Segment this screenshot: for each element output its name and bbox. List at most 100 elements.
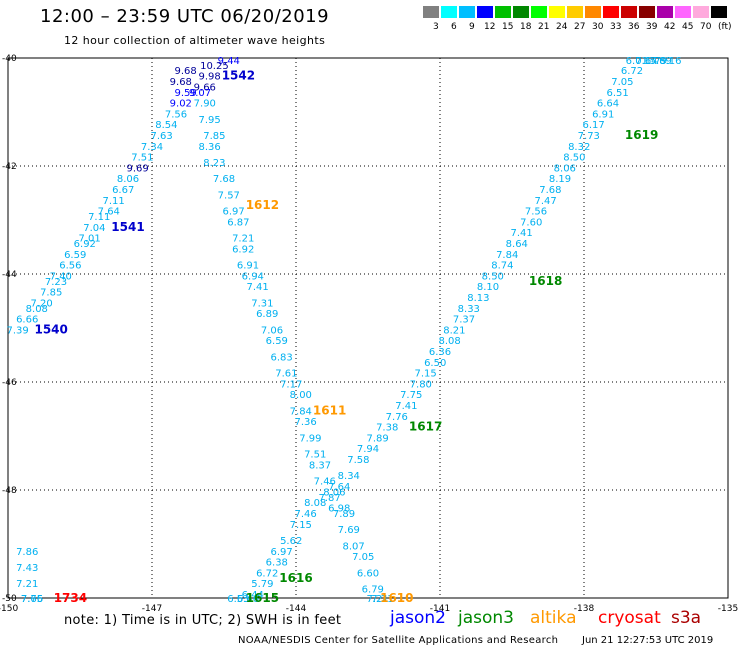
wave-height-label: 8.10 <box>477 282 499 293</box>
track-time-label: 1616 <box>279 571 312 585</box>
y-tick-label: -48 <box>2 486 17 496</box>
wave-height-label: 8.33 <box>458 304 480 315</box>
color-swatch <box>548 5 566 19</box>
wave-height-label: 6.91 <box>237 261 259 272</box>
wave-height-label: 7.69 <box>338 525 360 536</box>
wave-height-label: 8.06 <box>323 487 345 498</box>
track-time-label: 1619 <box>625 128 658 142</box>
wave-height-label: 7.14 <box>635 56 657 67</box>
wave-height-label: 8.36 <box>198 142 220 153</box>
wave-height-label: 7.34 <box>141 142 163 153</box>
wave-height-label: 6.83 <box>270 352 292 363</box>
color-scale-label: 30 <box>592 22 604 32</box>
wave-height-label: 6.72 <box>621 66 643 77</box>
color-swatch <box>584 5 602 19</box>
color-swatch <box>530 5 548 19</box>
color-scale-label: (ft) <box>718 22 732 32</box>
wave-height-label: 7.75 <box>400 390 422 401</box>
wave-height-label: 9.44 <box>218 56 240 67</box>
wave-height-label: 7.15 <box>290 520 312 531</box>
wave-height-label: 7.36 <box>294 417 316 428</box>
wave-height-label: 8.06 <box>117 174 139 185</box>
color-scale-label: 42 <box>664 22 676 32</box>
color-scale-label: 21 <box>538 22 550 32</box>
y-tick-label: -50 <box>2 594 17 604</box>
wave-height-label: 7.89 <box>366 433 388 444</box>
x-tick-label: -147 <box>142 604 162 614</box>
color-swatch <box>440 5 458 19</box>
color-scale-label: 9 <box>469 22 475 32</box>
wave-height-label: 7.40 <box>50 271 72 282</box>
wave-height-label: 6.64 <box>597 99 619 110</box>
wave-height-label: 7.63 <box>150 131 172 142</box>
legend-altika: altika <box>530 608 577 628</box>
wave-height-label: 9.66 <box>194 82 216 93</box>
color-swatch <box>674 5 692 19</box>
wave-height-label: 7.41 <box>246 282 268 293</box>
wave-height-label: 7.60 <box>520 217 542 228</box>
wave-height-label: 9.02 <box>170 99 192 110</box>
color-scale-label: 27 <box>574 22 586 32</box>
wave-height-label: 6.92 <box>232 244 254 255</box>
wave-height-label: 7.94 <box>357 444 379 455</box>
wave-height-label: 7.85 <box>203 131 225 142</box>
legend-s3a: s3a <box>671 608 702 628</box>
y-tick-label: -44 <box>2 270 17 280</box>
wave-height-label: 8.37 <box>309 460 331 471</box>
wave-height-label: 6.79 <box>645 56 667 67</box>
wave-height-label: 6.98 <box>328 504 350 515</box>
x-tick-label: -141 <box>430 604 450 614</box>
wave-height-label: 7.04 <box>83 223 105 234</box>
wave-height-label: 6.60 <box>357 568 379 579</box>
wave-height-label: 6.59 <box>266 336 288 347</box>
wave-height-label: 9.98 <box>198 72 220 83</box>
wave-height-label: 9.69 <box>126 163 148 174</box>
wave-height-label: 10.25 <box>200 61 229 72</box>
track-time-label: 1612 <box>246 198 279 212</box>
wave-height-label: 7.56 <box>165 109 187 120</box>
wave-height-label: 6.36 <box>429 347 451 358</box>
wave-height-label: 6.79 <box>362 585 384 596</box>
color-swatch <box>692 5 710 19</box>
wave-height-label: 6.89 <box>256 309 278 320</box>
wave-height-label: 8.08 <box>438 336 460 347</box>
wave-height-label: 7.90 <box>194 99 216 110</box>
track-time-label: 1542 <box>222 69 255 83</box>
wave-height-label: 9.68 <box>170 77 192 88</box>
wave-height-label: 7.21 <box>366 594 388 605</box>
wave-height-label: 7.05 <box>352 552 374 563</box>
wave-height-label: 6.50 <box>424 358 446 369</box>
track-time-label: 1734 <box>54 591 87 605</box>
wave-height-label: 7.99 <box>299 433 321 444</box>
wave-height-label: 8.32 <box>568 142 590 153</box>
wave-height-label: 8.64 <box>506 239 528 250</box>
color-swatch <box>602 5 620 19</box>
wave-height-label: 6.56 <box>59 261 81 272</box>
wave-height-label: 7.64 <box>328 482 350 493</box>
color-scale-label: 36 <box>628 22 640 32</box>
track-time-label: 1541 <box>111 220 144 234</box>
wave-height-label: 7.89 <box>333 509 355 520</box>
wave-height-label: 7.39 <box>6 325 28 336</box>
color-swatch <box>476 5 494 19</box>
wave-height-label: 9.59 <box>174 88 196 99</box>
wave-height-label: 7.31 <box>251 298 273 309</box>
wave-height-label: 7.01 <box>78 234 100 245</box>
legend-jason3: jason3 <box>458 608 514 628</box>
plot-frame <box>7 57 729 599</box>
x-tick-label: -144 <box>286 604 307 614</box>
wave-height-label: 7.95 <box>198 115 220 126</box>
color-scale-label: 18 <box>520 22 532 32</box>
wave-height-label: 7.84 <box>290 406 312 417</box>
track-time-label: 1618 <box>529 274 562 288</box>
wave-height-label: 5.79 <box>251 579 273 590</box>
wave-height-label: 6.67 <box>112 185 134 196</box>
wave-height-label: 9.07 <box>189 88 211 99</box>
generated-timestamp: Jun 21 12:27:53 UTC 2019 <box>582 635 714 646</box>
wave-height-label: 6.17 <box>582 120 604 131</box>
wave-height-label: 7.73 <box>578 131 600 142</box>
y-tick-label: -46 <box>2 378 17 388</box>
wave-height-label: 7.56 <box>525 207 547 218</box>
wave-height-label: 7.57 <box>218 190 240 201</box>
wave-height-label: 7.38 <box>376 423 398 434</box>
